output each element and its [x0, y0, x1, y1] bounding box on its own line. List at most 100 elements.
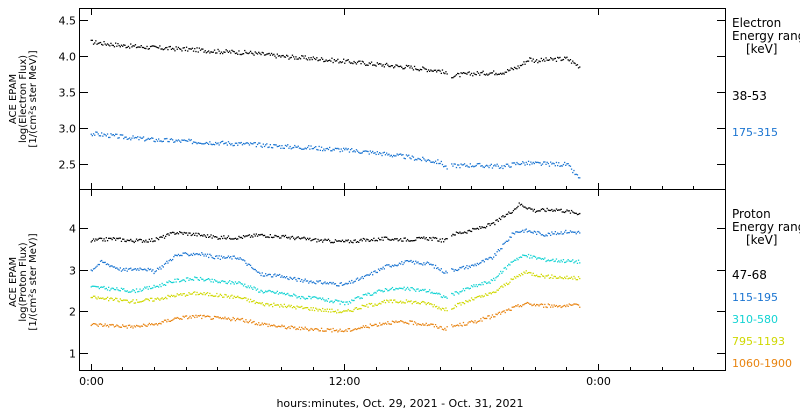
data-point [261, 322, 263, 324]
data-point [123, 299, 125, 301]
data-point [451, 324, 453, 326]
data-point [167, 262, 169, 264]
data-point [215, 52, 217, 54]
data-point [302, 307, 304, 310]
data-point [548, 209, 551, 212]
data-point [99, 41, 102, 44]
data-point [369, 63, 371, 65]
data-point [381, 289, 383, 292]
data-point [256, 271, 259, 273]
data-point [310, 298, 312, 300]
data-point [334, 310, 337, 312]
data-point [258, 271, 260, 273]
data-point [489, 72, 491, 74]
data-point [565, 57, 567, 59]
data-point [262, 275, 264, 277]
data-point [148, 269, 150, 271]
data-point [351, 62, 353, 64]
data-point [188, 48, 190, 50]
data-point [194, 276, 196, 278]
data-point [482, 296, 484, 298]
data-point [510, 261, 512, 263]
data-point [557, 164, 559, 167]
data-point [444, 72, 446, 75]
data-point [377, 153, 380, 155]
data-point [577, 213, 580, 215]
data-point [394, 321, 396, 324]
data-point [505, 282, 508, 284]
data-point [495, 254, 497, 256]
data-point [177, 317, 180, 319]
data-point [553, 209, 555, 211]
data-point [358, 279, 360, 281]
data-point [275, 304, 277, 306]
data-point [308, 57, 310, 59]
data-point [426, 70, 428, 73]
data-point [229, 297, 231, 299]
data-point [196, 316, 198, 318]
data-point [386, 288, 388, 290]
data-point [537, 275, 539, 278]
data-point [177, 46, 180, 49]
data-point [198, 315, 200, 317]
data-point [137, 240, 139, 242]
data-point [224, 316, 226, 318]
data-point [245, 297, 247, 299]
data-point [567, 259, 569, 261]
data-point [315, 58, 317, 61]
data-point [159, 284, 161, 286]
data-point [152, 287, 154, 289]
data-point [424, 302, 426, 304]
data-point [425, 303, 427, 306]
data-point [418, 158, 420, 160]
data-point [272, 325, 274, 327]
data-point [468, 166, 470, 168]
data-point [560, 259, 562, 261]
y-tick-label-electron: 3.5 [59, 87, 77, 100]
data-point [358, 308, 360, 310]
data-point [439, 293, 441, 295]
data-point [361, 276, 363, 278]
data-point [436, 325, 438, 328]
data-point [568, 210, 570, 212]
data-point [248, 52, 251, 54]
data-point [538, 231, 540, 233]
data-point [412, 323, 415, 326]
data-point [209, 253, 211, 255]
data-point [118, 326, 120, 328]
data-point [146, 270, 148, 272]
data-point [444, 309, 446, 312]
data-point [198, 142, 200, 144]
data-point [270, 146, 273, 149]
data-point [384, 322, 387, 324]
data-point [467, 71, 469, 74]
data-point [515, 277, 517, 279]
data-point [416, 302, 418, 304]
data-point [458, 325, 460, 327]
data-point [189, 139, 191, 142]
data-point [137, 325, 139, 327]
data-point [396, 321, 398, 323]
data-point [317, 238, 319, 241]
data-point [440, 309, 442, 311]
data-point [254, 268, 256, 271]
data-point [455, 291, 458, 293]
data-point [172, 231, 174, 233]
data-point [172, 281, 174, 284]
data-point [509, 166, 511, 168]
data-point [205, 315, 207, 318]
data-point [115, 267, 117, 269]
data-point [336, 147, 338, 150]
data-point [94, 323, 96, 325]
data-point [463, 324, 466, 326]
data-point [306, 146, 309, 149]
data-point [253, 300, 255, 302]
data-point [194, 254, 196, 256]
data-point [252, 288, 254, 290]
data-point [199, 292, 202, 294]
data-point [324, 238, 326, 240]
data-point [173, 281, 175, 283]
data-point [160, 323, 162, 325]
data-point [498, 167, 501, 169]
data-point [368, 327, 370, 329]
